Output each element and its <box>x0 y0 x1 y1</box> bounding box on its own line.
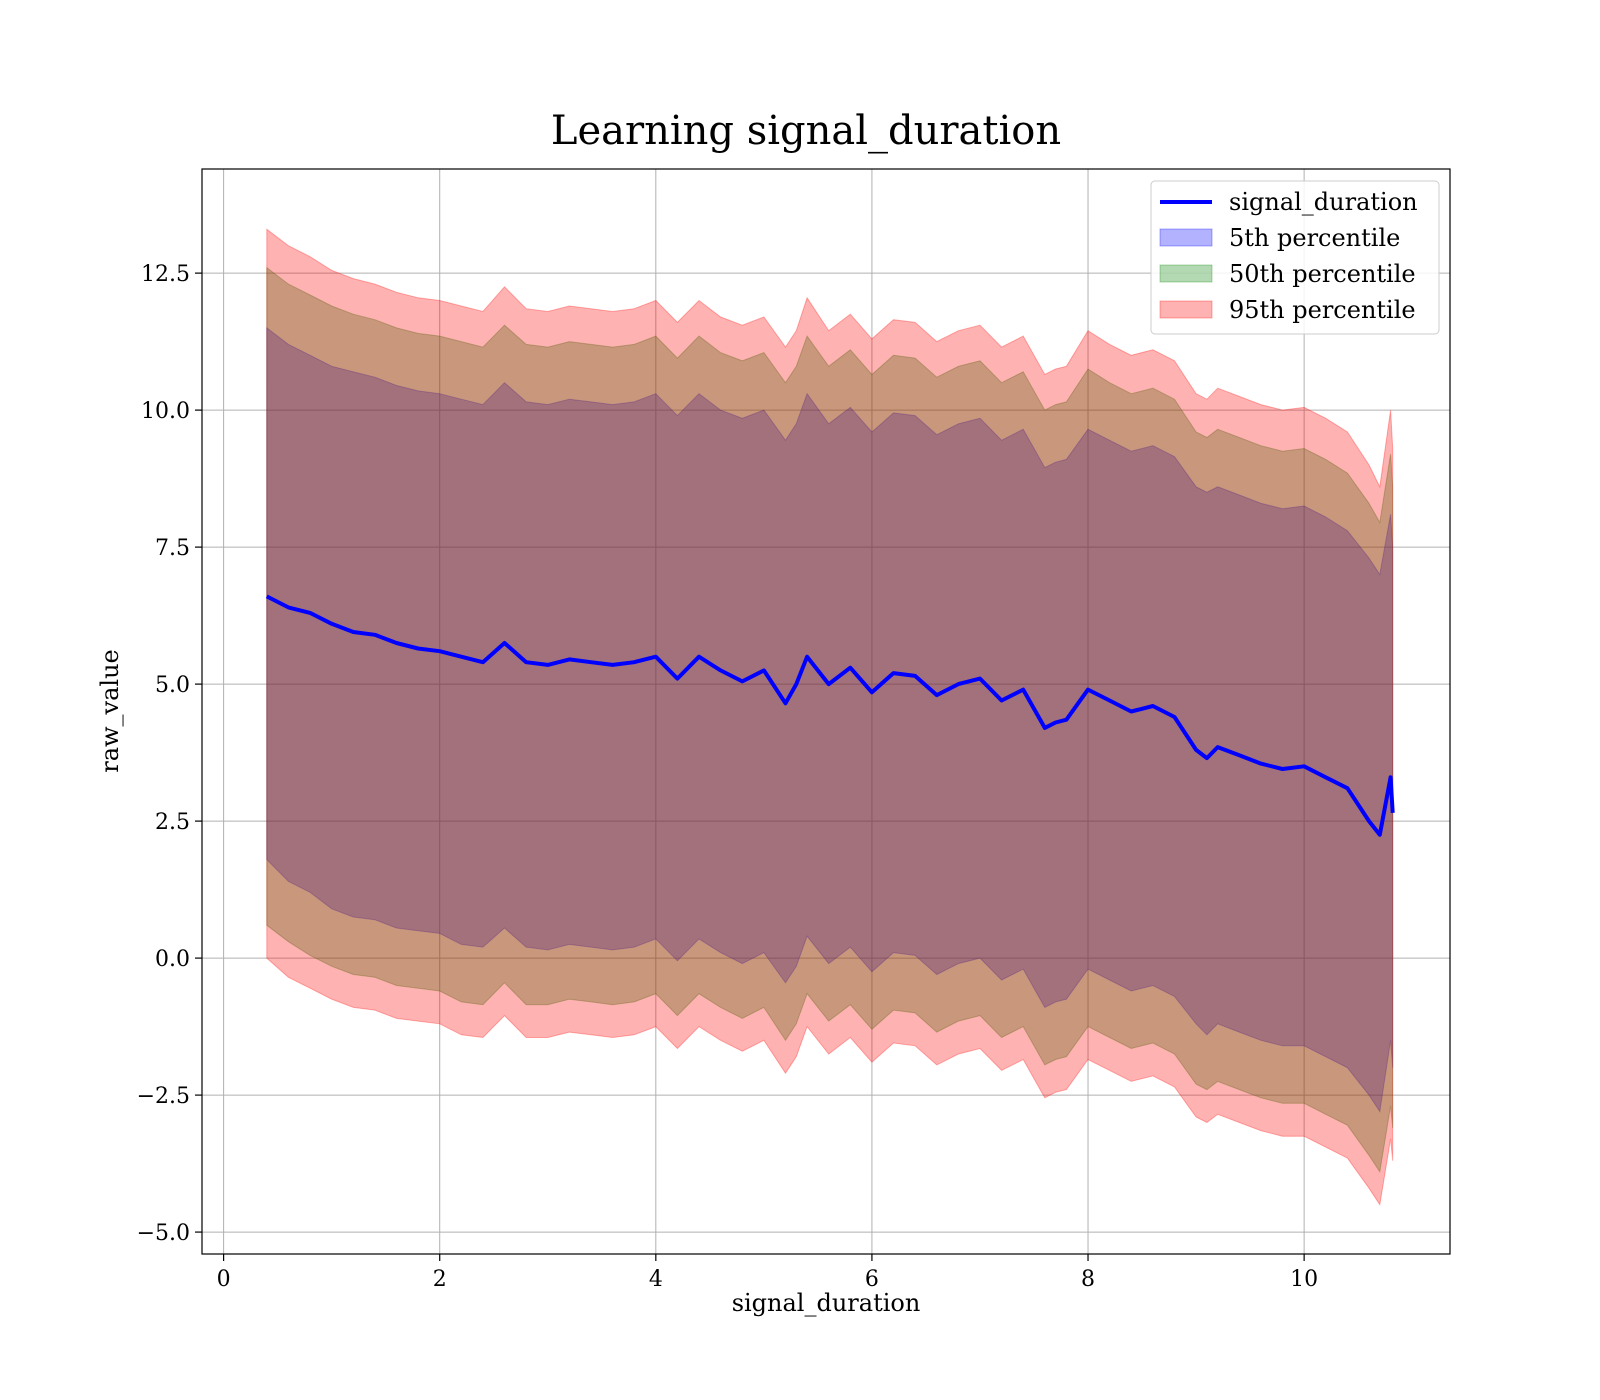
legend-swatch-50th-percentile <box>1159 264 1213 283</box>
y-axis-ticks: −5.0 −2.5 0.0 2.5 5.0 7.5 10.0 12.5 <box>137 262 202 1246</box>
plot-area <box>202 169 1450 1254</box>
chart-title: Learning signal_duration <box>551 108 1061 154</box>
signal-line-layer <box>265 594 1395 837</box>
percentile-bands <box>266 228 1394 1207</box>
plot-frame <box>201 168 1451 1255</box>
y-tick-label: −5.0 <box>137 1221 190 1246</box>
y-axis-label: raw_value <box>96 649 124 773</box>
x-tick-label: 2 <box>433 1267 447 1292</box>
legend-label-50th-percentile: 50th percentile <box>1229 260 1416 288</box>
legend-swatch-5th-percentile <box>1159 228 1213 247</box>
legend: signal_duration 5th percentile 50th perc… <box>1150 180 1440 335</box>
y-tick-label: −2.5 <box>137 1084 190 1109</box>
y-tick-label: 2.5 <box>155 810 190 835</box>
legend-box <box>1150 180 1440 335</box>
x-tick-label: 10 <box>1290 1267 1318 1292</box>
legend-label-signal-duration: signal_duration <box>1229 188 1418 216</box>
y-tick-label: 7.5 <box>155 536 190 561</box>
legend-swatch-95th-percentile <box>1159 300 1213 319</box>
band-50th-percentile <box>266 266 1394 1174</box>
y-tick-label: 10.0 <box>141 399 190 424</box>
x-tick-label: 6 <box>865 1267 879 1292</box>
y-tick-label: 12.5 <box>141 262 190 287</box>
y-tick-label: 0.0 <box>155 947 190 972</box>
legend-label-95th-percentile: 95th percentile <box>1229 296 1416 324</box>
series-line-signal-duration <box>265 594 1395 837</box>
y-tick-label: 5.0 <box>155 673 190 698</box>
x-tick-label: 0 <box>217 1267 231 1292</box>
x-axis-label: signal_duration <box>732 1289 921 1317</box>
grid-lines <box>202 169 1450 1254</box>
band-5th-percentile <box>266 326 1394 1113</box>
x-axis-ticks: 0 2 4 6 8 10 <box>217 1254 1318 1292</box>
x-tick-label: 4 <box>649 1267 663 1292</box>
legend-label-5th-percentile: 5th percentile <box>1229 224 1400 252</box>
band-95th-percentile <box>266 228 1394 1207</box>
x-tick-label: 8 <box>1081 1267 1095 1292</box>
